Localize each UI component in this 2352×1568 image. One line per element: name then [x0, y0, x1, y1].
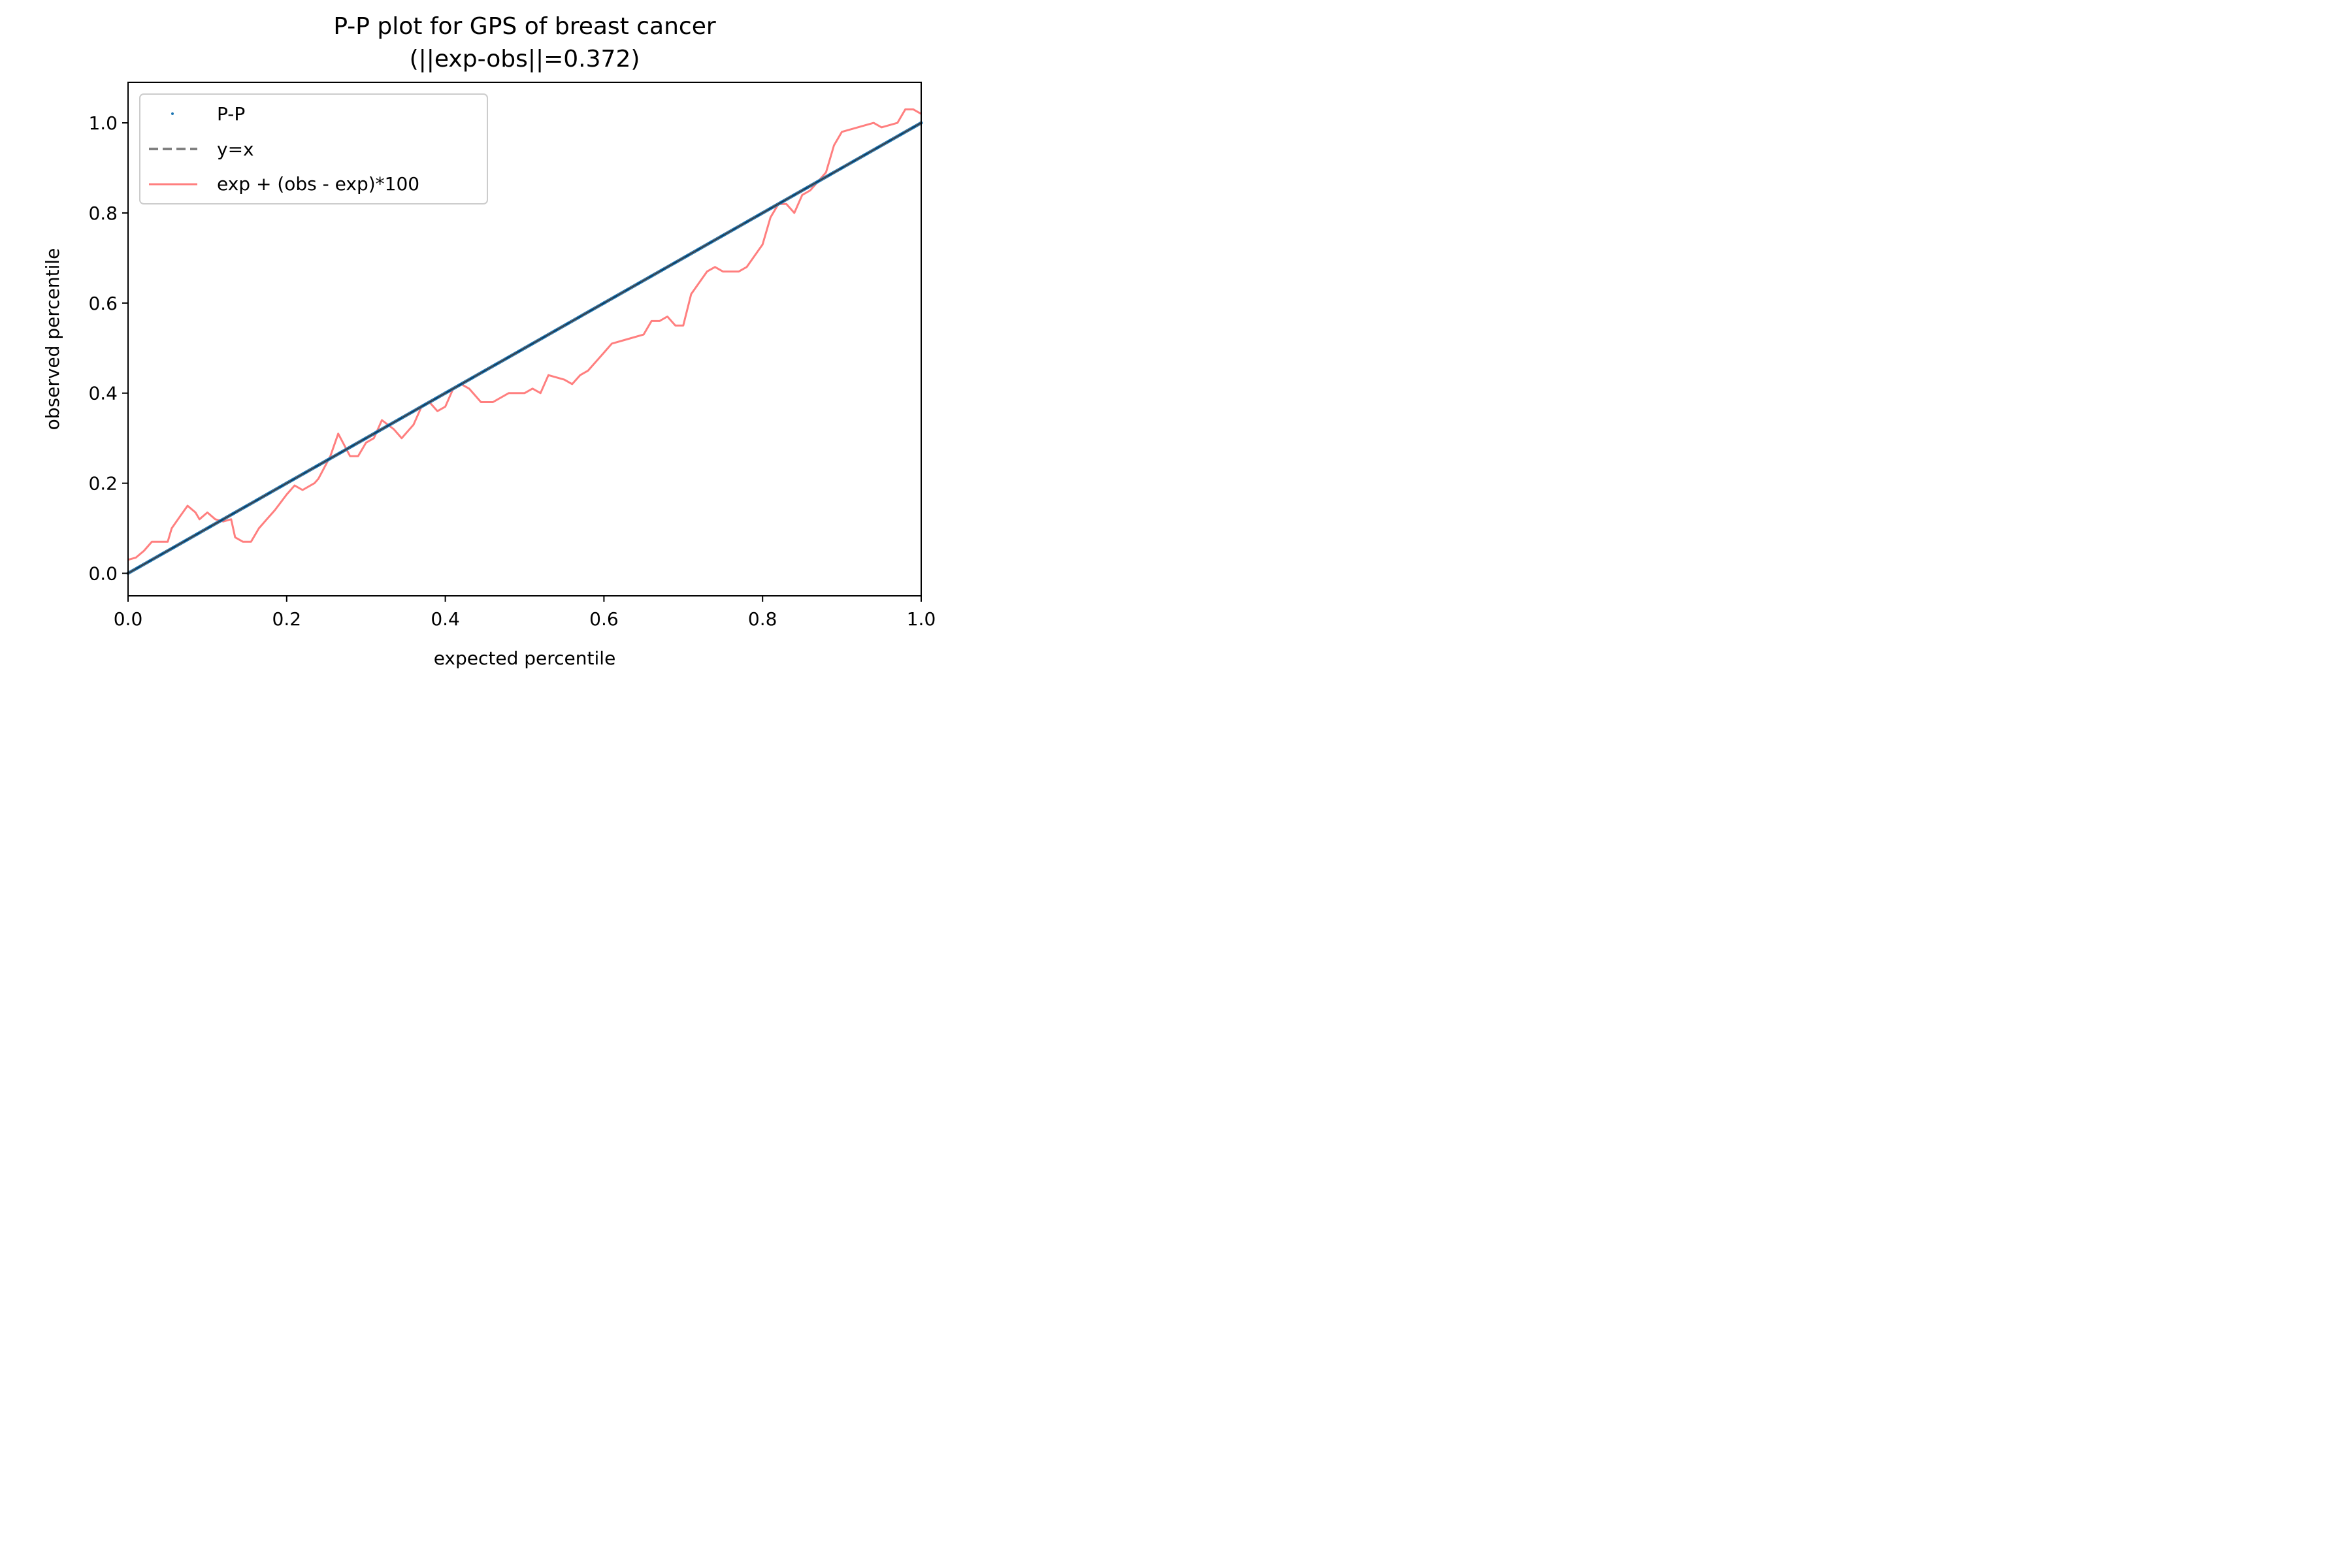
x-tick-label: 0.0	[114, 608, 143, 630]
y-axis-label: observed percentile	[42, 248, 63, 431]
y-tick-label: 0.2	[88, 473, 118, 495]
legend-pp-label: P-P	[217, 103, 245, 125]
diagonal-overlay	[127, 122, 922, 574]
x-tick-label: 1.0	[907, 608, 936, 630]
chart-title: P-P plot for GPS of breast cancer	[333, 13, 715, 40]
y-tick-label: 0.6	[88, 293, 118, 314]
axis-ticks: 0.0 0.2 0.4 0.6 0.8 1.0 0.0 0.2 0.4 0.6 0.8 1.0	[88, 112, 936, 630]
plot-frame	[127, 82, 922, 596]
legend-pp-marker	[171, 112, 174, 115]
legend: P-P y=x exp + (obs - exp)*100	[139, 93, 488, 204]
plot-area	[126, 108, 923, 575]
y-tick-label: 0.0	[88, 563, 118, 585]
y-tick-label: 1.0	[88, 112, 118, 134]
chart-subtitle: (||exp-obs||=0.372)	[410, 46, 640, 73]
x-tick-label: 0.8	[748, 608, 777, 630]
legend-frame	[139, 93, 488, 204]
y-tick-label: 0.4	[88, 383, 118, 404]
pp-plot-chart: P-P plot for GPS of breast cancer (||exp…	[42, 13, 936, 669]
x-tick-label: 0.2	[272, 608, 302, 630]
x-tick-label: 0.4	[431, 608, 460, 630]
y-tick-label: 0.8	[88, 203, 118, 224]
legend-amp-label: exp + (obs - exp)*100	[217, 173, 419, 195]
legend-diag-label: y=x	[217, 139, 254, 160]
series-amplified-deviation	[127, 108, 922, 561]
x-axis-label: expected percentile	[434, 647, 616, 669]
x-tick-label: 0.6	[589, 608, 619, 630]
